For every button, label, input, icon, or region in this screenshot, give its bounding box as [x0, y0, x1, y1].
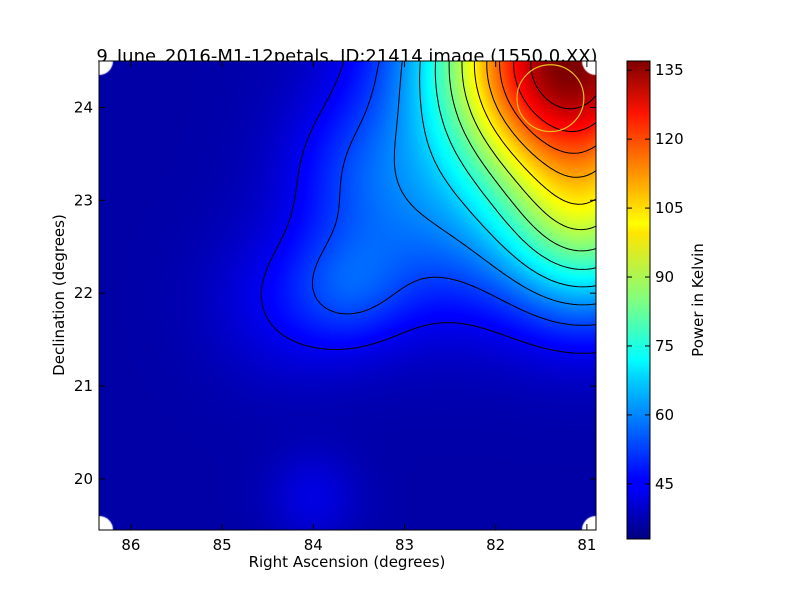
- plot-area: 86 85 84 83 82 81 20 21 22 23 24: [74, 60, 597, 554]
- contour-line: [448, 61, 596, 252]
- contour-lines: [260, 61, 596, 354]
- y-tick-label: 24: [74, 98, 93, 116]
- source-marker-circle: [516, 64, 585, 133]
- y-tick-label: 21: [74, 377, 93, 395]
- colorbar-tick-label: 60: [655, 406, 674, 424]
- colorbar-tick-label: 75: [655, 337, 674, 355]
- colorbar-label: Power in Kelvin: [689, 243, 707, 357]
- x-tick-label: 81: [577, 536, 596, 554]
- colorbar-tick-label: 135: [655, 61, 684, 79]
- x-tick-label: 86: [121, 536, 140, 554]
- y-tick-label: 22: [74, 284, 93, 302]
- heatmap-image: [99, 61, 596, 530]
- contour-line: [486, 61, 596, 178]
- contour-line: [530, 61, 596, 110]
- x-tick-label: 85: [213, 536, 232, 554]
- contour-line: [419, 61, 596, 288]
- y-axis-label: Declination (degrees): [50, 214, 68, 376]
- y-tick-label: 23: [74, 191, 93, 209]
- contour-line: [393, 61, 596, 306]
- x-axis-label: Right Ascension (degrees): [249, 553, 446, 571]
- contour-line: [311, 61, 596, 326]
- x-ticks: 86 85 84 83 82 81: [121, 61, 596, 554]
- contour-line: [513, 61, 596, 132]
- colorbar-tick-label: 120: [655, 130, 684, 148]
- y-ticks: 20 21 22 23 24: [74, 98, 596, 488]
- plot-frame: [98, 60, 597, 531]
- x-tick-label: 82: [486, 536, 505, 554]
- x-tick-label: 83: [395, 536, 414, 554]
- y-tick-label: 20: [74, 470, 93, 488]
- colorbar-ticks: 45 60 75 90 105 120 135: [627, 61, 684, 493]
- colorbar-tick-label: 45: [655, 475, 674, 493]
- colorbar-gradient: [626, 60, 651, 540]
- contour-line: [499, 61, 596, 154]
- contour-line: [434, 61, 596, 270]
- contour-line: [461, 61, 596, 231]
- colorbar-tick-label: 90: [655, 268, 674, 286]
- x-tick-label: 84: [304, 536, 323, 554]
- colorbar: 45 60 75 90 105 120 135 Power in Kelvin: [626, 60, 707, 540]
- contour-line: [260, 61, 596, 354]
- colorbar-tick-label: 105: [655, 199, 684, 217]
